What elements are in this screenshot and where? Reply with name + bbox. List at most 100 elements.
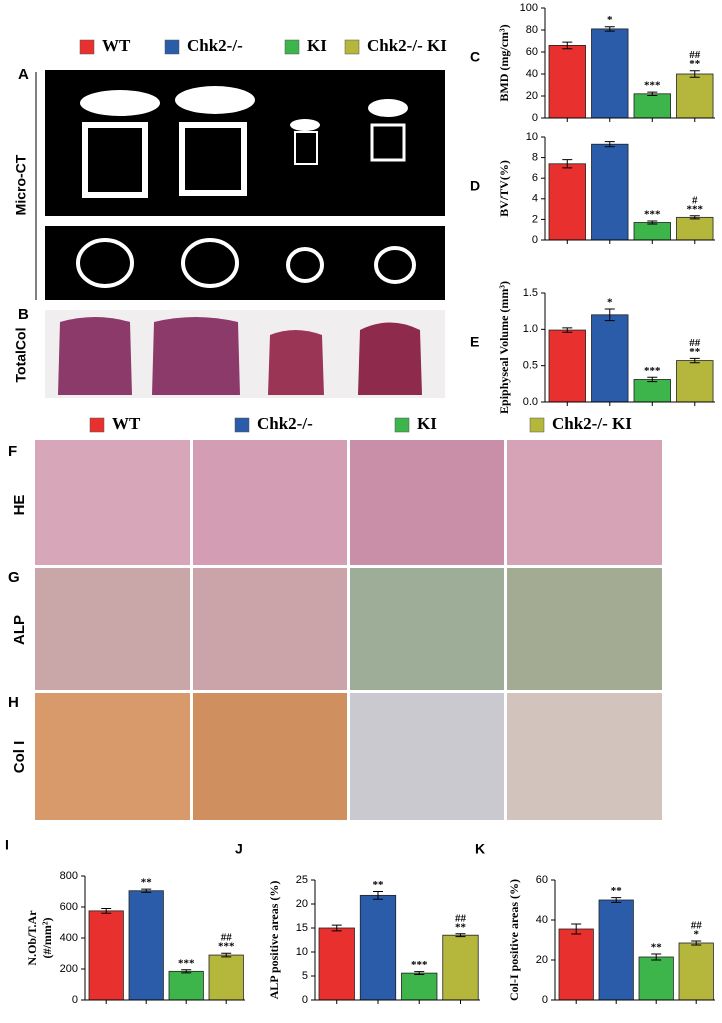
- error-bar: [455, 933, 466, 938]
- significance-label: ***: [218, 941, 235, 953]
- bar: [676, 360, 714, 403]
- bar: [591, 28, 629, 119]
- legend-swatch: [529, 417, 545, 433]
- panel-label: F: [8, 443, 17, 460]
- panel-label: D: [470, 178, 480, 194]
- y-tick-label: 40: [536, 914, 548, 926]
- error-bar: [651, 953, 662, 961]
- y-tick-label: 40: [526, 68, 538, 80]
- significance-label: **: [651, 942, 663, 954]
- panel-label: B: [18, 306, 29, 323]
- significance-label: ##: [691, 920, 703, 932]
- y-tick-label: 0: [72, 994, 78, 1006]
- bar: [548, 163, 586, 241]
- y-tick-label: 0.5: [523, 360, 538, 372]
- bar: [633, 222, 671, 241]
- bar: [591, 314, 629, 403]
- bar: [548, 45, 586, 119]
- significance-label: #: [692, 194, 698, 206]
- y-tick-label: 2: [532, 213, 538, 225]
- significance-label: ##: [221, 932, 233, 944]
- bar: [128, 890, 164, 1001]
- error-bar: [221, 952, 232, 958]
- significance-label: **: [611, 885, 623, 897]
- y-tick-label: 1.0: [523, 323, 538, 335]
- y-tick-label: 0: [532, 112, 538, 124]
- bar: [318, 927, 355, 1001]
- legend-label: Chk2-/- KI: [552, 414, 632, 433]
- y-tick-label: 60: [526, 46, 538, 58]
- row-label: Micro-CT: [13, 154, 29, 215]
- y-axis-label: ALP positive areas (%): [267, 881, 281, 1000]
- error-bar: [141, 888, 152, 893]
- legend-label: Chk2-/-: [187, 36, 243, 55]
- error-bar: [571, 923, 582, 935]
- legend-label: WT: [112, 414, 141, 433]
- y-axis-label: N.Ob/T.Ar: [25, 910, 39, 966]
- error-bar: [689, 70, 700, 78]
- row-label: TotalCol: [13, 328, 29, 383]
- bar: [208, 954, 244, 1001]
- bar: [558, 928, 594, 1001]
- y-axis-label: BMD (mg/cm³): [497, 24, 511, 101]
- panel-label: G: [8, 569, 20, 586]
- legend-swatch: [344, 39, 360, 55]
- y-tick-label: 600: [60, 901, 78, 913]
- y-tick-label: 1.5: [523, 287, 538, 299]
- error-bar: [562, 41, 573, 50]
- error-bar: [331, 924, 342, 932]
- totalcol-images: [45, 310, 445, 398]
- legend-swatch: [234, 417, 250, 433]
- y-tick-label: 15: [296, 922, 308, 934]
- legend-swatch: [79, 39, 95, 55]
- bar: [633, 379, 671, 403]
- significance-label: ***: [644, 80, 661, 92]
- error-bar: [647, 91, 658, 96]
- panel-label: J: [235, 841, 243, 857]
- significance-label: ***: [644, 208, 661, 220]
- panel-label: I: [5, 837, 9, 853]
- bar: [633, 93, 671, 119]
- significance-label: **: [689, 346, 701, 358]
- y-tick-label: 20: [296, 898, 308, 910]
- bar: [598, 899, 634, 1001]
- y-tick-label: 0: [302, 994, 308, 1006]
- y-tick-label: 0: [532, 234, 538, 246]
- micro-ct-shapes: [80, 86, 408, 198]
- y-tick-label: 80: [526, 24, 538, 36]
- error-bar: [562, 327, 573, 333]
- y-tick-label: 800: [60, 870, 78, 882]
- micro-ct-section: [45, 226, 445, 300]
- error-bar: [689, 215, 700, 220]
- y-tick-label: 5: [302, 970, 308, 982]
- y-axis-label: BV/TV(%): [497, 160, 511, 217]
- bar: [638, 956, 674, 1001]
- legend-label: Chk2-/- KI: [367, 36, 447, 55]
- significance-label: *: [693, 929, 699, 941]
- y-tick-label: 8: [532, 152, 538, 164]
- bar: [676, 73, 714, 119]
- error-bar: [604, 26, 615, 32]
- y-tick-label: 20: [526, 90, 538, 102]
- bar: [678, 942, 714, 1001]
- significance-label: ##: [689, 49, 701, 61]
- bar: [88, 910, 124, 1001]
- significance-label: ***: [644, 365, 661, 377]
- significance-label: ##: [689, 337, 701, 349]
- error-bar: [611, 897, 622, 903]
- panel-label: K: [475, 841, 485, 857]
- legend-label: KI: [307, 36, 327, 55]
- significance-label: ##: [455, 912, 467, 924]
- legend-swatch: [284, 39, 300, 55]
- error-bar: [604, 141, 615, 148]
- legend-swatch: [394, 417, 410, 433]
- bar: [359, 894, 397, 1001]
- error-bar: [372, 891, 383, 900]
- significance-label: ***: [178, 957, 195, 969]
- y-tick-label: 6: [532, 172, 538, 184]
- significance-label: **: [141, 877, 153, 889]
- error-bar: [647, 220, 658, 225]
- y-axis-label: Epiphyseal Volume (mm³): [497, 281, 511, 414]
- panel-label: H: [8, 694, 19, 711]
